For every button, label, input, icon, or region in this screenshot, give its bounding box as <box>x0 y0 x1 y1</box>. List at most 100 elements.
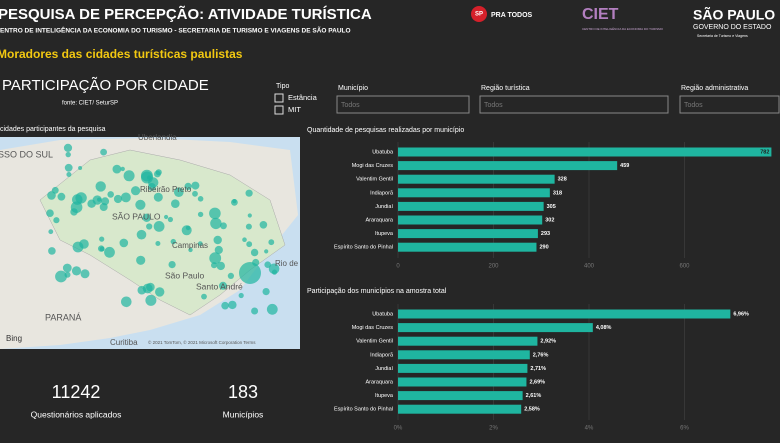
dropdown-value[interactable]: Todos <box>341 102 360 109</box>
map-bubble <box>107 191 114 198</box>
map-bubble <box>168 261 176 269</box>
dropdown[interactable] <box>336 95 470 114</box>
data-label: 2,76% <box>533 352 549 358</box>
map-bubble <box>245 189 253 197</box>
map-bubble <box>259 221 268 229</box>
y-tick-label: Mogi das Cruzes <box>352 163 394 169</box>
map-bubble <box>120 166 125 172</box>
x-tick-label: 400 <box>584 264 595 270</box>
map-bubble <box>185 225 191 231</box>
y-tick-label: Jundiaí <box>375 366 393 372</box>
bar <box>398 309 731 319</box>
kpi-label: Municípios <box>223 409 264 419</box>
filter-label: Tipo <box>276 83 289 90</box>
map-label: Uberlandia <box>138 133 177 142</box>
gov-title: SÃO PAULO <box>693 6 775 23</box>
checkbox[interactable] <box>274 93 284 103</box>
dropdown-value[interactable]: Todos <box>484 102 503 109</box>
map-label: PARANÁ <box>45 312 81 322</box>
data-label: 302 <box>545 217 554 223</box>
map-bubble <box>145 294 157 306</box>
map-bubble <box>247 213 252 218</box>
dropdown-value[interactable]: Todos <box>684 102 703 109</box>
map-bubble <box>119 238 129 248</box>
y-tick-label: Indiaporã <box>370 352 394 358</box>
map-bubble <box>238 292 244 299</box>
ciet-sub: CENTRO DE INTELIGÊNCIA DA ECONOMIA DO TU… <box>582 26 664 31</box>
map-bubble <box>146 223 153 230</box>
checkbox[interactable] <box>274 105 284 115</box>
map-label: Curitiba <box>110 338 138 347</box>
y-tick-label: Itupeva <box>375 393 394 399</box>
bar <box>398 377 527 387</box>
kpi-value: 183 <box>228 382 258 402</box>
map-bubble <box>242 237 247 242</box>
map-provider: Bing <box>6 334 22 343</box>
map-bubble <box>101 197 110 206</box>
map-bubble <box>121 192 131 203</box>
map-bubble <box>201 293 207 300</box>
kpi-label: Questionários aplicados <box>31 409 122 419</box>
section-title: PARTICIPAÇÃO POR CIDADE <box>2 77 209 94</box>
map-bubble <box>184 182 192 190</box>
dropdown[interactable] <box>479 95 669 114</box>
map-label: SÃO PAULO <box>112 211 161 221</box>
page-title: PESQUISA DE PERCEPÇÃO: ATIVIDADE TURÍSTI… <box>0 5 372 23</box>
map-bubble <box>216 261 225 271</box>
bar <box>398 336 538 346</box>
data-label: 2,92% <box>540 339 556 345</box>
map-bubble <box>78 166 83 170</box>
data-label: 293 <box>541 231 550 237</box>
checkbox-label[interactable]: Estância <box>288 93 318 102</box>
map-bubble <box>246 241 253 248</box>
map-bubble <box>136 255 146 265</box>
map-bubble <box>191 181 200 190</box>
dropdown-label: Região turística <box>481 85 530 92</box>
checkbox-label[interactable]: MIT <box>288 105 301 114</box>
map-bubble <box>57 192 66 201</box>
data-label: 290 <box>539 245 548 251</box>
map-bubble <box>170 238 176 245</box>
data-label: 2,61% <box>526 393 542 399</box>
map-bubble <box>154 170 161 178</box>
map-label: Ribeirão Preto <box>140 185 192 194</box>
map-bubble <box>136 229 147 240</box>
bar <box>398 147 772 157</box>
kpi-value: 11242 <box>52 382 101 402</box>
x-tick-label: 0% <box>394 426 403 432</box>
y-tick-label: Espírito Santo do Pinhal <box>334 245 393 251</box>
map-bubble <box>214 245 223 255</box>
dropdown[interactable] <box>679 95 780 114</box>
map-bubble <box>80 269 90 279</box>
map-bubble <box>231 199 238 206</box>
map-bubble <box>75 192 87 204</box>
y-tick-label: Valentim Gentil <box>356 177 393 183</box>
chart-title: Participação dos municípios na amostra t… <box>307 288 447 295</box>
data-label: 2,69% <box>529 379 545 385</box>
dropdown-label: Município <box>338 85 368 92</box>
y-tick-label: Valentim Gentil <box>356 339 393 345</box>
x-tick-label: 200 <box>488 264 499 270</box>
sp-badge <box>471 6 487 22</box>
y-tick-label: Itupeva <box>375 231 394 237</box>
bar <box>398 215 543 225</box>
section-source: fonte: CIET/ SeturSP <box>62 101 118 107</box>
bar <box>398 161 618 171</box>
map-bubble <box>63 143 73 152</box>
map-bubbles <box>46 143 280 315</box>
map-bubble <box>137 285 147 295</box>
bar <box>398 229 538 239</box>
y-tick-label: Araraquara <box>365 379 393 385</box>
map-bubble <box>72 241 84 253</box>
data-label: 782 <box>760 149 769 155</box>
map-bubble <box>213 235 222 245</box>
map-bubble <box>97 197 102 202</box>
data-label: 6,96% <box>733 311 749 317</box>
map-bubble <box>264 249 269 254</box>
map-bubble <box>262 288 270 296</box>
map-bubble <box>113 194 123 204</box>
map-bubble <box>112 164 122 174</box>
y-tick-label: Araraquara <box>365 217 393 223</box>
map-bubble <box>98 245 105 252</box>
map-bubble <box>228 300 237 310</box>
